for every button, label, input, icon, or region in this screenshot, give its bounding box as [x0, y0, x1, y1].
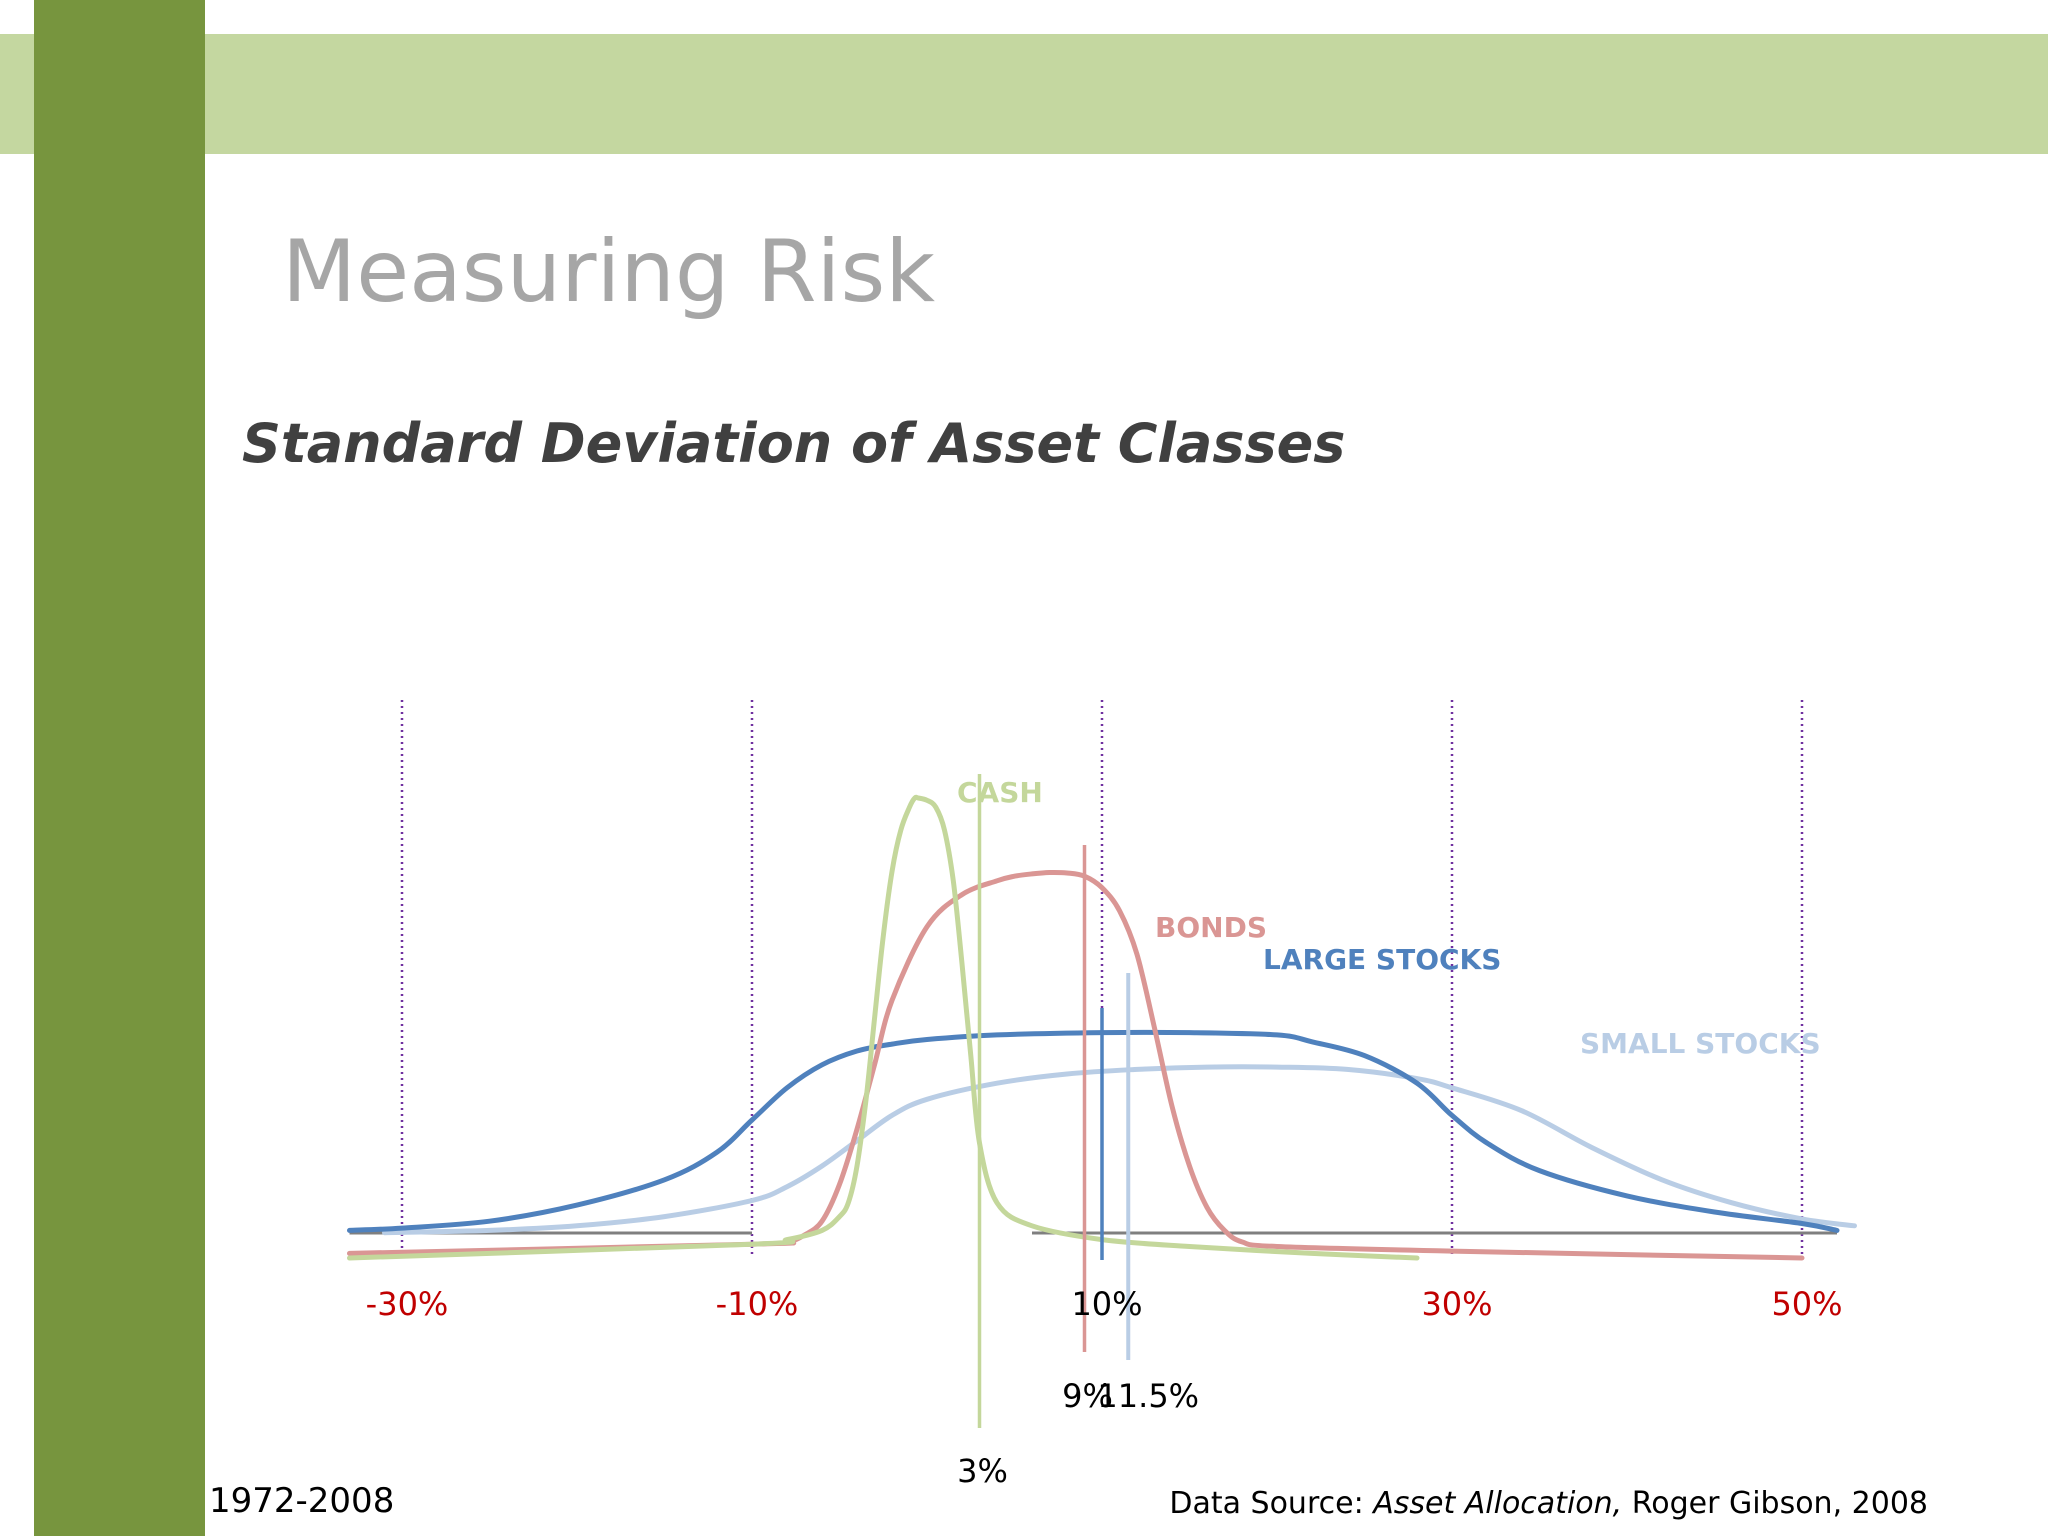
slide-title: Measuring Risk	[282, 222, 936, 322]
mean-label-cash: 3%	[957, 1452, 1008, 1490]
tick-label-minus30: -30%	[366, 1285, 449, 1323]
series-label-cash: CASH	[957, 776, 1043, 809]
header-band	[0, 34, 2048, 154]
period-label: 1972-2008	[209, 1481, 395, 1521]
source-suffix: Roger Gibson, 2008	[1622, 1486, 1928, 1521]
mean-label-small-stocks: 11.5%	[1097, 1377, 1199, 1415]
tick-label-minus10: -10%	[716, 1285, 799, 1323]
series-line-small-stocks	[382, 1064, 1857, 1236]
series-line-large-stocks	[347, 1029, 1840, 1233]
accent-sidebar	[34, 0, 205, 1536]
series-line-cash	[347, 794, 1420, 1261]
series-label-bonds: BONDS	[1155, 911, 1267, 944]
series-line-bonds	[347, 869, 1805, 1261]
slide-subtitle: Standard Deviation of Asset Classes	[242, 412, 1346, 475]
source-title: Asset Allocation,	[1373, 1486, 1623, 1521]
tick-label-10: 10%	[1071, 1285, 1142, 1323]
source-prefix: Data Source:	[1169, 1486, 1374, 1521]
series-label-small-stocks: SMALL STOCKS	[1580, 1027, 1821, 1060]
tick-label-50: 50%	[1771, 1285, 1842, 1323]
series-label-large-stocks: LARGE STOCKS	[1263, 943, 1501, 976]
tick-label-30: 30%	[1421, 1285, 1492, 1323]
data-source: Data Source: Asset Allocation, Roger Gib…	[1169, 1486, 1928, 1521]
mean-label-bonds: 9%	[1062, 1377, 1113, 1415]
